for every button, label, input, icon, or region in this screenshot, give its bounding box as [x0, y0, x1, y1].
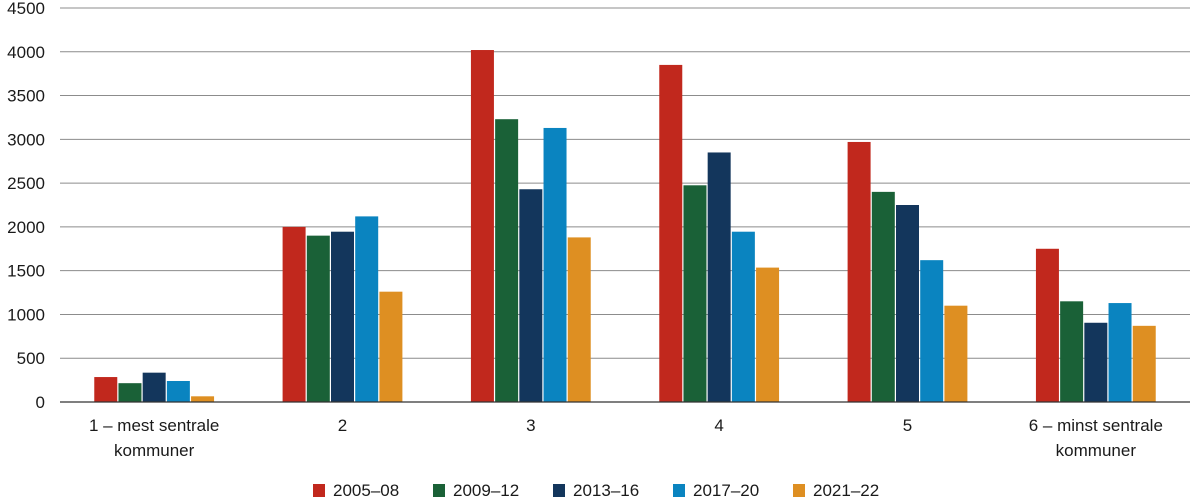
bar [1035, 248, 1059, 402]
bar [1108, 303, 1132, 402]
bar [731, 231, 755, 402]
x-category-label: 5 [903, 416, 912, 435]
bar [191, 396, 215, 402]
y-tick-label: 500 [17, 349, 45, 368]
x-category-label: 4 [714, 416, 723, 435]
x-axis: 1 – mest sentrale kommuner 2 3 4 5 6 – minst s… [60, 401, 1190, 460]
y-tick-label: 3500 [7, 87, 45, 106]
y-tick-label: 0 [36, 393, 45, 412]
y-axis: 0 500 1000 1500 2000 2500 3000 3500 4000 4500 [7, 0, 45, 412]
y-tick-label: 4500 [7, 0, 45, 18]
legend-label: 2005–08 [333, 481, 399, 500]
legend-label: 2017–20 [693, 481, 759, 500]
bars [94, 50, 1156, 403]
bar [379, 291, 403, 402]
legend-swatch [793, 484, 805, 497]
bar [1084, 322, 1108, 402]
y-tick-label: 1500 [7, 262, 45, 281]
y-tick-label: 2000 [7, 218, 45, 237]
bar [470, 50, 494, 402]
x-category-label: kommuner [114, 441, 195, 460]
bar [707, 152, 731, 402]
bar [944, 305, 968, 402]
legend-label: 2009–12 [453, 481, 519, 500]
gridlines [60, 7, 1190, 359]
legend-label: 2021–22 [813, 481, 879, 500]
x-category-label: kommuner [1056, 441, 1137, 460]
y-tick-label: 3000 [7, 130, 45, 149]
bar [282, 226, 306, 402]
bar [142, 372, 166, 402]
x-category-label: 3 [526, 416, 535, 435]
bar [543, 127, 567, 402]
bar [683, 185, 707, 402]
bar [871, 191, 895, 402]
bar [306, 235, 330, 402]
legend-swatch [553, 484, 565, 497]
bar [519, 189, 543, 402]
bar [847, 141, 871, 402]
bar [1132, 325, 1156, 402]
bar [166, 380, 190, 402]
bar [94, 377, 118, 402]
x-category-label: 6 – minst sentrale [1029, 416, 1163, 435]
legend-swatch [313, 484, 325, 497]
bar [756, 267, 780, 402]
legend: 2005–08 2009–12 2013–16 2017–20 2021–22 [313, 481, 879, 500]
bar [896, 205, 919, 402]
legend-swatch [673, 484, 685, 497]
bar [331, 231, 354, 402]
x-category-label: 1 – mest sentrale [89, 416, 219, 435]
bar [118, 383, 142, 402]
y-tick-label: 4000 [7, 43, 45, 62]
y-tick-label: 1000 [7, 305, 45, 324]
legend-label: 2013–16 [573, 481, 639, 500]
bar [920, 260, 944, 402]
bar [1060, 301, 1084, 402]
bar [567, 237, 591, 402]
bar [355, 216, 379, 402]
legend-swatch [433, 484, 445, 497]
y-tick-label: 2500 [7, 174, 45, 193]
bar [659, 64, 683, 403]
bar [495, 119, 519, 402]
x-category-label: 2 [338, 416, 347, 435]
